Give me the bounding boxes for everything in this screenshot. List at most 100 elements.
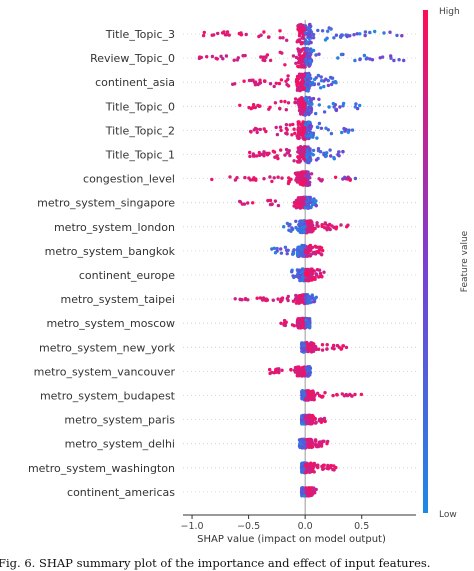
shap-point — [298, 155, 302, 159]
shap-point — [299, 122, 303, 127]
shap-point — [314, 158, 319, 162]
shap-point — [320, 275, 324, 279]
feature-label: metro_system_singapore — [37, 197, 175, 210]
shap-point — [300, 389, 305, 393]
shap-point — [261, 296, 266, 300]
shap-point — [277, 369, 281, 374]
shap-point — [255, 127, 259, 131]
shap-point — [395, 33, 399, 38]
shap-point — [276, 297, 280, 301]
shap-point — [210, 33, 214, 37]
shap-point — [324, 126, 328, 130]
shap-point — [307, 396, 312, 401]
shap-point — [308, 273, 313, 277]
shap-point — [286, 294, 290, 299]
shap-point — [255, 154, 259, 158]
shap-point — [340, 130, 344, 135]
shap-point — [315, 223, 319, 227]
shap-point — [272, 150, 277, 154]
feature-label: metro_system_washington — [28, 462, 175, 475]
shap-point — [316, 73, 321, 78]
shap-point — [304, 293, 308, 297]
shap-point — [278, 29, 282, 33]
shap-point — [344, 345, 349, 350]
x-tick-label: 0.0 — [298, 521, 313, 532]
shap-point — [340, 33, 344, 37]
shap-point — [310, 152, 314, 156]
shap-point — [321, 467, 325, 471]
shap-point — [285, 82, 289, 87]
feature-label: Title_Topic_1 — [105, 149, 175, 162]
shap-point — [300, 129, 305, 133]
shap-point — [325, 343, 329, 347]
shap-point — [264, 298, 268, 303]
shap-point — [293, 100, 298, 105]
feature-label: metro_system_delhi — [65, 438, 175, 451]
shap-point — [310, 278, 314, 282]
shap-point — [227, 33, 231, 37]
shap-point — [279, 78, 284, 82]
shap-point — [301, 120, 305, 124]
shap-point — [268, 202, 273, 207]
shap-point — [308, 300, 312, 305]
colorbar-low-label: Low — [439, 510, 457, 520]
shap-point — [308, 102, 312, 107]
shap-point — [324, 77, 328, 81]
shap-point — [247, 105, 251, 110]
feature-label: metro_system_london — [54, 221, 175, 234]
shap-point — [326, 83, 331, 88]
shap-point — [303, 170, 307, 175]
shap-point — [323, 419, 327, 424]
shap-point — [370, 58, 375, 62]
shap-point — [216, 31, 220, 36]
shap-point — [301, 79, 305, 83]
feature-label: continent_americas — [67, 486, 175, 499]
shap-point — [345, 393, 350, 398]
shap-point — [258, 81, 263, 85]
shap-point — [311, 469, 315, 473]
shap-point — [307, 79, 311, 84]
shap-point — [363, 33, 367, 38]
shap-point — [301, 23, 305, 28]
shap-point — [258, 104, 262, 108]
shap-point — [296, 38, 300, 43]
feature-labels: Title_Topic_3 Review_Topic_0 continent_asi… — [28, 28, 176, 499]
shap-point — [297, 147, 302, 151]
shap-point — [273, 101, 278, 105]
shap-point — [297, 29, 302, 34]
shap-point — [304, 420, 308, 424]
shap-point — [283, 63, 287, 67]
shap-point — [289, 368, 293, 372]
shap-point — [308, 245, 313, 249]
shap-point — [248, 150, 252, 155]
feature-label: Title_Topic_0 — [105, 100, 175, 113]
shap-point — [260, 152, 264, 156]
shap-point — [303, 371, 307, 375]
colorbar-high-label: High — [439, 7, 460, 17]
shap-point — [274, 125, 278, 130]
shap-point — [307, 487, 312, 491]
shap-point — [294, 61, 298, 65]
shap-point — [314, 420, 318, 425]
shap-point — [348, 34, 352, 38]
shap-point — [302, 74, 307, 78]
shap-point — [303, 177, 307, 182]
shap-point — [239, 33, 244, 37]
shap-point — [373, 29, 377, 34]
shap-point — [315, 136, 319, 140]
shap-point — [262, 30, 266, 34]
x-tick-label: −1.0 — [181, 521, 204, 532]
shap-point — [266, 198, 270, 203]
shap-point — [277, 367, 281, 371]
shap-point — [309, 40, 313, 45]
shap-point — [300, 253, 304, 257]
shap-point — [303, 126, 307, 130]
shap-point — [248, 178, 253, 182]
shap-point — [243, 175, 247, 180]
shap-point — [284, 147, 289, 152]
shap-point — [389, 54, 393, 58]
shap-point — [339, 52, 344, 57]
shap-point — [268, 105, 272, 110]
shap-point — [305, 155, 309, 159]
shap-point — [303, 277, 307, 282]
